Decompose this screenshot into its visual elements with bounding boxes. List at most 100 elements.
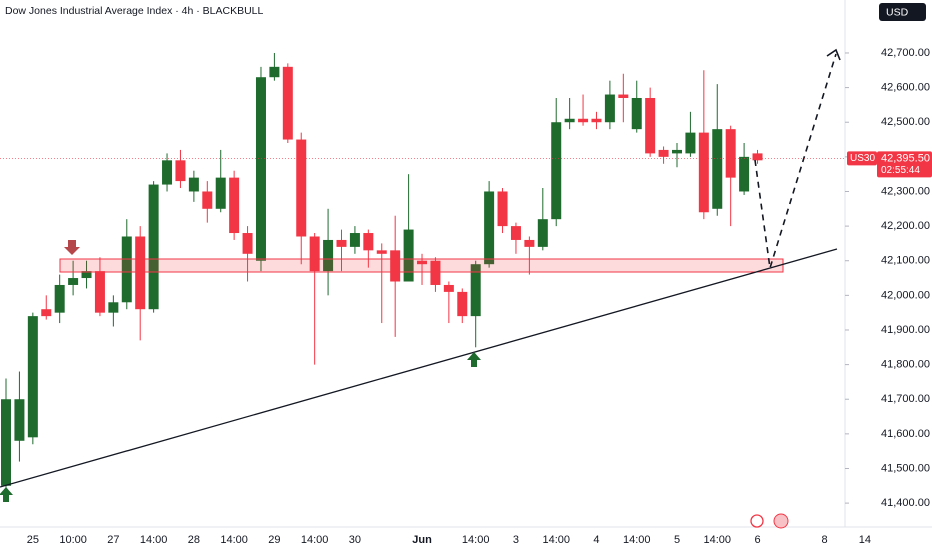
- candle-body: [578, 118, 589, 123]
- candle-body: [403, 229, 414, 282]
- x-tick-label: 25: [27, 534, 39, 546]
- x-tick-label: 30: [349, 534, 361, 546]
- y-tick-label: 42,100.00: [881, 255, 930, 267]
- candle-body: [135, 236, 146, 310]
- down-arrow: [64, 240, 80, 255]
- x-tick-label: 10:00: [59, 534, 87, 546]
- x-tick-label: 14:00: [623, 534, 651, 546]
- candle-body: [162, 160, 173, 185]
- candle-body: [242, 233, 253, 254]
- x-tick-label: 3: [513, 534, 519, 546]
- candle-body: [54, 284, 65, 313]
- candle-body: [510, 226, 521, 240]
- candle-body: [323, 239, 334, 272]
- candle-body: [604, 94, 615, 123]
- x-tick-label: Jun: [412, 534, 432, 546]
- candle-body: [430, 260, 441, 285]
- candle-body: [282, 66, 293, 140]
- y-tick-label: 42,600.00: [881, 82, 930, 94]
- chart-title: Dow Jones Industrial Average Index · 4h …: [5, 5, 264, 17]
- candle-body: [551, 122, 562, 220]
- candle-body: [645, 97, 656, 154]
- candle-body: [175, 160, 186, 182]
- projection-path: [754, 53, 837, 269]
- up-arrow: [0, 487, 13, 502]
- last-price-label: 42,395.50: [881, 152, 930, 164]
- y-tick-label: 41,500.00: [881, 462, 930, 474]
- x-tick-label: 14:00: [703, 534, 731, 546]
- candle-body: [349, 233, 360, 247]
- candle-body: [470, 264, 481, 317]
- drawings: [0, 48, 841, 502]
- candle-body: [618, 94, 629, 98]
- event-icon[interactable]: [750, 514, 764, 528]
- candle-body: [108, 302, 119, 313]
- symbol-label: US30: [850, 153, 875, 164]
- candles: [1, 52, 763, 493]
- candle-body: [229, 177, 240, 234]
- candle-body: [685, 132, 696, 154]
- candle-body: [121, 236, 132, 303]
- candle-body: [658, 149, 669, 157]
- candle-body: [269, 66, 280, 78]
- symbol-tag: [847, 151, 877, 166]
- candle-body: [672, 149, 682, 154]
- currency-label[interactable]: USD: [886, 6, 909, 18]
- candle-body: [336, 239, 347, 247]
- candle-body: [255, 77, 266, 261]
- candle-body: [591, 118, 602, 123]
- y-tick-label: 42,500.00: [881, 116, 930, 128]
- candle-body: [390, 250, 401, 282]
- support-zone: [59, 258, 784, 273]
- up-arrow: [467, 352, 481, 367]
- title-background: [0, 2, 236, 19]
- x-tick-label: 29: [268, 534, 280, 546]
- flag-icon[interactable]: [773, 513, 789, 529]
- candle-body: [497, 191, 508, 227]
- y-tick-label: 42,700.00: [881, 47, 930, 59]
- x-tick-label: 14:00: [301, 534, 329, 546]
- x-tick-label: 14:00: [462, 534, 490, 546]
- candle-body: [457, 291, 468, 317]
- candle-body: [739, 156, 750, 192]
- x-tick-label: 8: [822, 534, 828, 546]
- candle-body: [309, 236, 320, 272]
- candle-body: [1, 399, 11, 486]
- currency-button[interactable]: [879, 3, 926, 21]
- candle-body: [202, 191, 213, 209]
- candle-body: [417, 260, 428, 265]
- candle-body: [524, 239, 535, 247]
- countdown-label: 02:55:44: [881, 165, 920, 176]
- candle-body: [296, 139, 307, 237]
- y-tick-label: 42,000.00: [881, 289, 930, 301]
- candle-body: [631, 97, 642, 130]
- candle-body: [564, 118, 575, 123]
- candle-body: [537, 219, 548, 247]
- x-tick-label: 4: [593, 534, 599, 546]
- candle-body: [215, 177, 226, 209]
- last-price-tag: [877, 151, 932, 178]
- candle-body: [484, 191, 495, 265]
- candle-body: [443, 284, 454, 292]
- candle-body: [94, 271, 105, 313]
- x-tick-label: 27: [107, 534, 119, 546]
- y-tick-label: 42,200.00: [881, 220, 930, 232]
- candle-body: [752, 153, 763, 161]
- x-tick-label: 5: [674, 534, 680, 546]
- y-tick-label: 41,600.00: [881, 428, 930, 440]
- y-tick-label: 41,700.00: [881, 393, 930, 405]
- y-tick-label: 41,900.00: [881, 324, 930, 336]
- candle-body: [148, 184, 159, 310]
- candle-body: [81, 271, 92, 279]
- candle-body: [27, 316, 38, 438]
- x-tick-label: 14:00: [542, 534, 570, 546]
- candle-body: [698, 132, 709, 213]
- x-tick-label: 28: [188, 534, 200, 546]
- x-tick-label: 14:00: [220, 534, 248, 546]
- trendline: [0, 248, 838, 488]
- candle-body: [14, 399, 25, 441]
- candle-body: [712, 129, 723, 209]
- candle-body: [363, 233, 374, 251]
- x-tick-label: 14:00: [140, 534, 168, 546]
